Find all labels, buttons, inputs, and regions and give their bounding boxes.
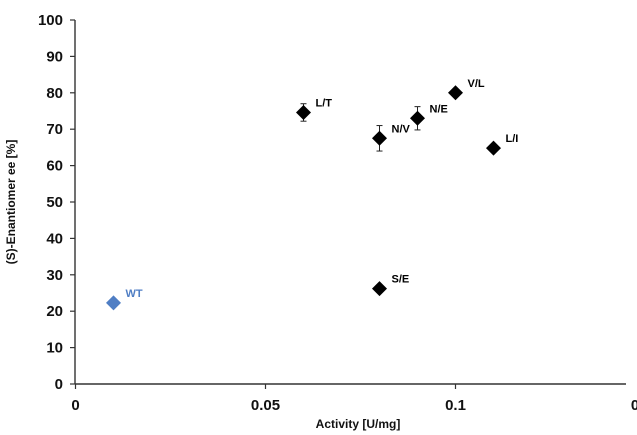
y-tick-label: 0 [55, 376, 63, 393]
diamond-marker [486, 140, 501, 156]
y-tick-label: 50 [46, 194, 63, 211]
point-label: N/E [430, 103, 448, 115]
x-axis-ticks: 00.050.10.150.20.25 [71, 384, 637, 414]
data-point: L/T [296, 97, 333, 122]
x-tick-label: 0.15 [631, 397, 637, 414]
point-label: N/V [392, 123, 411, 135]
point-label: L/I [506, 133, 519, 145]
point-label: S/E [392, 274, 410, 286]
diamond-marker [106, 295, 121, 311]
data-points: WTL/TS/EN/VN/EV/LL/IM/VE/LD/SS/SM/LN/SM/… [106, 78, 518, 311]
y-tick-label: 10 [46, 340, 63, 357]
y-tick-label: 40 [46, 230, 63, 247]
y-tick-label: 90 [46, 48, 63, 65]
y-axis-ticks: 0 10 20 30 40 50 60 70 80 90 100 [38, 12, 75, 393]
y-tick-label: 60 [46, 158, 63, 175]
diamond-marker [448, 85, 463, 101]
diamond-marker [410, 110, 425, 126]
data-point: S/E [372, 274, 409, 297]
x-tick-label: 0 [71, 397, 79, 414]
data-point: N/E [410, 103, 448, 131]
data-point: L/I [486, 133, 518, 156]
y-tick-label: 70 [46, 121, 63, 138]
point-label: L/T [316, 97, 333, 109]
data-point: WT [106, 288, 143, 311]
diamond-marker [296, 104, 311, 120]
x-axis-title: Activity [U/mg] [316, 417, 401, 431]
data-point: V/L [448, 78, 485, 101]
y-axis-title: (S)-Enantiomer ee [%] [4, 140, 18, 265]
y-tick-label: 20 [46, 303, 63, 320]
y-tick-label: 80 [46, 85, 63, 102]
y-tick-label: 100 [38, 12, 63, 29]
x-tick-label: 0.05 [251, 397, 280, 414]
data-point: N/V [372, 123, 411, 152]
point-label: V/L [468, 78, 485, 90]
x-tick-label: 0.1 [445, 397, 466, 414]
diamond-marker [372, 130, 387, 146]
y-tick-label: 30 [46, 267, 63, 284]
diamond-marker [372, 281, 387, 297]
point-label: WT [126, 288, 143, 300]
